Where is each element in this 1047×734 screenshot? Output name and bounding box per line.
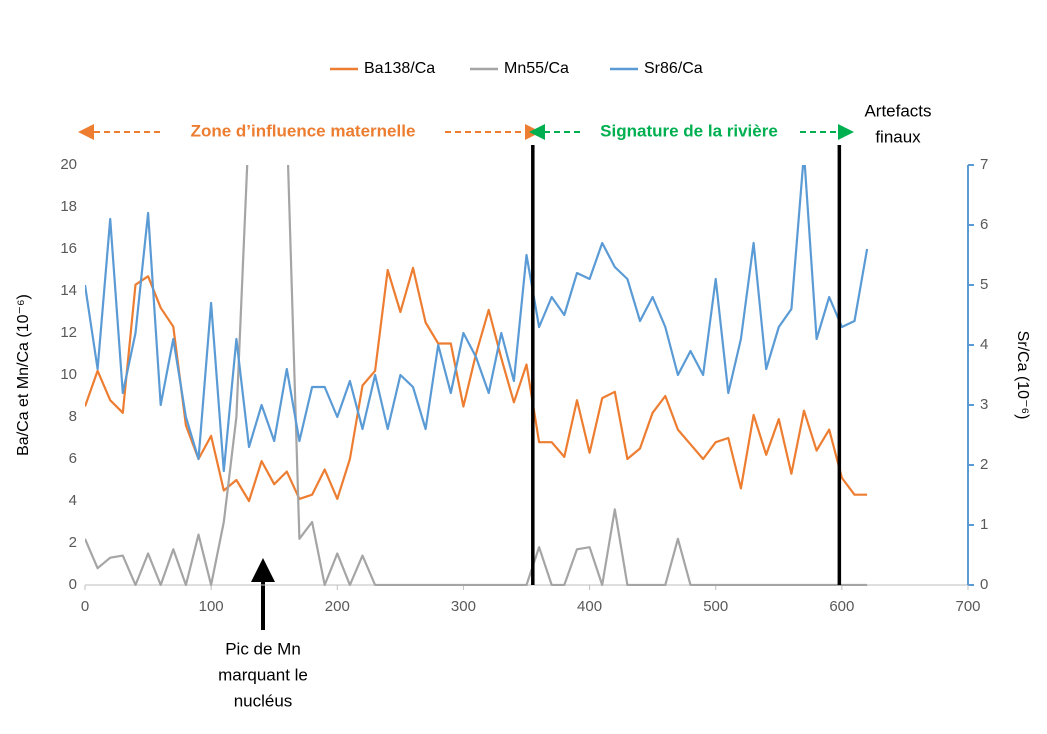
series-line	[85, 266, 868, 503]
y2-tick-label: 4	[980, 336, 988, 353]
y-tick-label: 16	[60, 240, 77, 257]
x-tick-label: 600	[829, 598, 854, 615]
x-tick-label: 200	[325, 598, 350, 615]
annotation: marquant le	[218, 665, 308, 684]
series-line	[85, 165, 868, 586]
y-tick-label: 14	[60, 282, 77, 299]
y-axis-label: Ba/Ca et Mn/Ca (10⁻⁶)	[15, 294, 32, 456]
y-tick-label: 8	[69, 408, 77, 425]
annotation: Signature de la rivière	[600, 121, 778, 140]
y-tick-label: 20	[60, 156, 77, 173]
legend-label: Ba138/Ca	[364, 60, 435, 77]
annotation: Pic de Mn	[225, 639, 301, 658]
x-tick-label: 400	[577, 598, 602, 615]
y2-tick-label: 0	[980, 576, 988, 593]
y-tick-label: 12	[60, 324, 77, 341]
annotation: Zone d’influence maternelle	[191, 121, 416, 140]
x-tick-label: 300	[451, 598, 476, 615]
annotation-arrows	[78, 124, 854, 630]
x-tick-label: 100	[199, 598, 224, 615]
y2-tick-label: 3	[980, 396, 988, 413]
y2-tick-label: 6	[980, 216, 988, 233]
legend-label: Mn55/Ca	[504, 60, 569, 77]
y-tick-label: 10	[60, 366, 77, 383]
y-tick-label: 6	[69, 450, 77, 467]
annotation: finaux	[875, 127, 921, 146]
x-tick-label: 0	[81, 598, 89, 615]
annotation: Artefacts	[864, 101, 931, 120]
y2-tick-label: 5	[980, 276, 988, 293]
y2-tick-label: 7	[980, 156, 988, 173]
series-line	[85, 165, 869, 473]
y-tick-label: 4	[69, 492, 77, 509]
y2-tick-label: 1	[980, 516, 988, 533]
x-tick-label: 500	[703, 598, 728, 615]
x-tick-label: 700	[955, 598, 980, 615]
legend-label: Sr86/Ca	[644, 60, 703, 77]
y2-axis-label: Sr/Ca (10⁻⁶)	[1014, 331, 1031, 420]
y-tick-label: 2	[69, 534, 77, 551]
annotation: nucléus	[234, 691, 293, 710]
y-tick-label: 0	[69, 576, 77, 593]
plot-area	[85, 165, 869, 586]
y-tick-label: 18	[60, 198, 77, 215]
y2-tick-label: 2	[980, 456, 988, 473]
